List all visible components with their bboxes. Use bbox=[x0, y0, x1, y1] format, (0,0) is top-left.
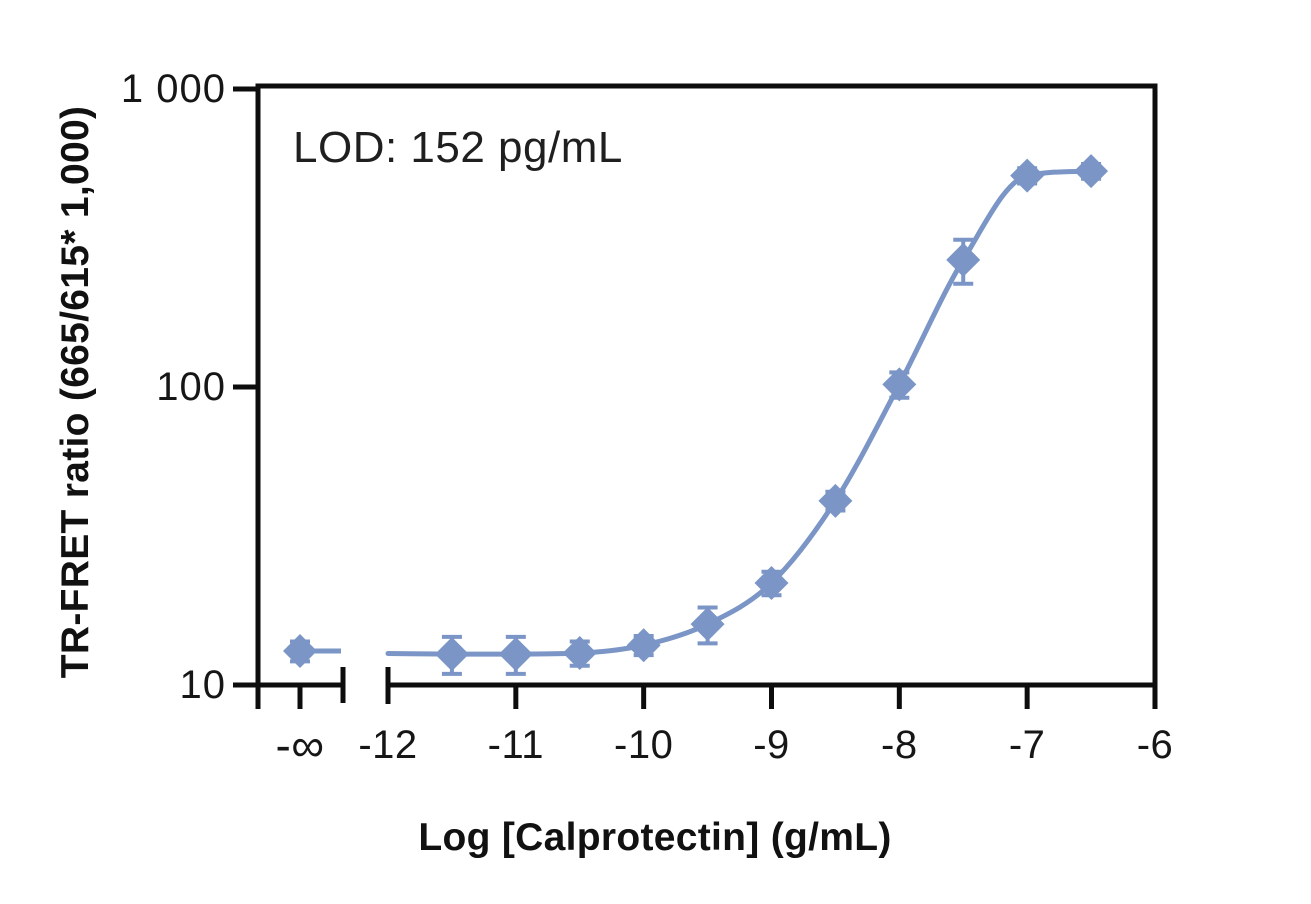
y-tick-label: 100 bbox=[156, 365, 226, 409]
data-point-diamond bbox=[626, 628, 661, 663]
x-tick-label: -∞ bbox=[275, 719, 324, 771]
data-point-diamond bbox=[498, 637, 533, 672]
x-tick-label: -6 bbox=[1137, 723, 1174, 767]
y-tick-label: 1 000 bbox=[121, 67, 226, 111]
x-tick-label: -9 bbox=[753, 723, 790, 767]
y-axis-title: TR-FRET ratio (665/615* 1,000) bbox=[54, 105, 97, 679]
data-point-diamond bbox=[1010, 158, 1045, 193]
x-axis-title: Log [Calprotectin] (g/mL) bbox=[418, 816, 892, 859]
data-point-diamond bbox=[562, 636, 597, 671]
data-point-diamond bbox=[690, 607, 725, 642]
lod-annotation: LOD: 152 pg/mL bbox=[293, 123, 623, 172]
x-tick-label: -12 bbox=[358, 723, 417, 767]
x-tick-label: -10 bbox=[614, 723, 673, 767]
data-point-diamond bbox=[946, 242, 981, 277]
data-point-diamond bbox=[882, 367, 917, 402]
data-point-diamond bbox=[818, 483, 853, 518]
data-point-diamond bbox=[1074, 154, 1109, 189]
x-tick-label: -7 bbox=[1009, 723, 1046, 767]
y-tick-label: 10 bbox=[180, 663, 227, 707]
x-tick-label: -8 bbox=[881, 723, 918, 767]
data-point-diamond bbox=[754, 565, 789, 600]
data-point-diamond bbox=[283, 634, 317, 669]
data-point-diamond bbox=[434, 637, 469, 672]
x-tick-label: -11 bbox=[488, 723, 544, 767]
fit-curve bbox=[385, 168, 1094, 657]
